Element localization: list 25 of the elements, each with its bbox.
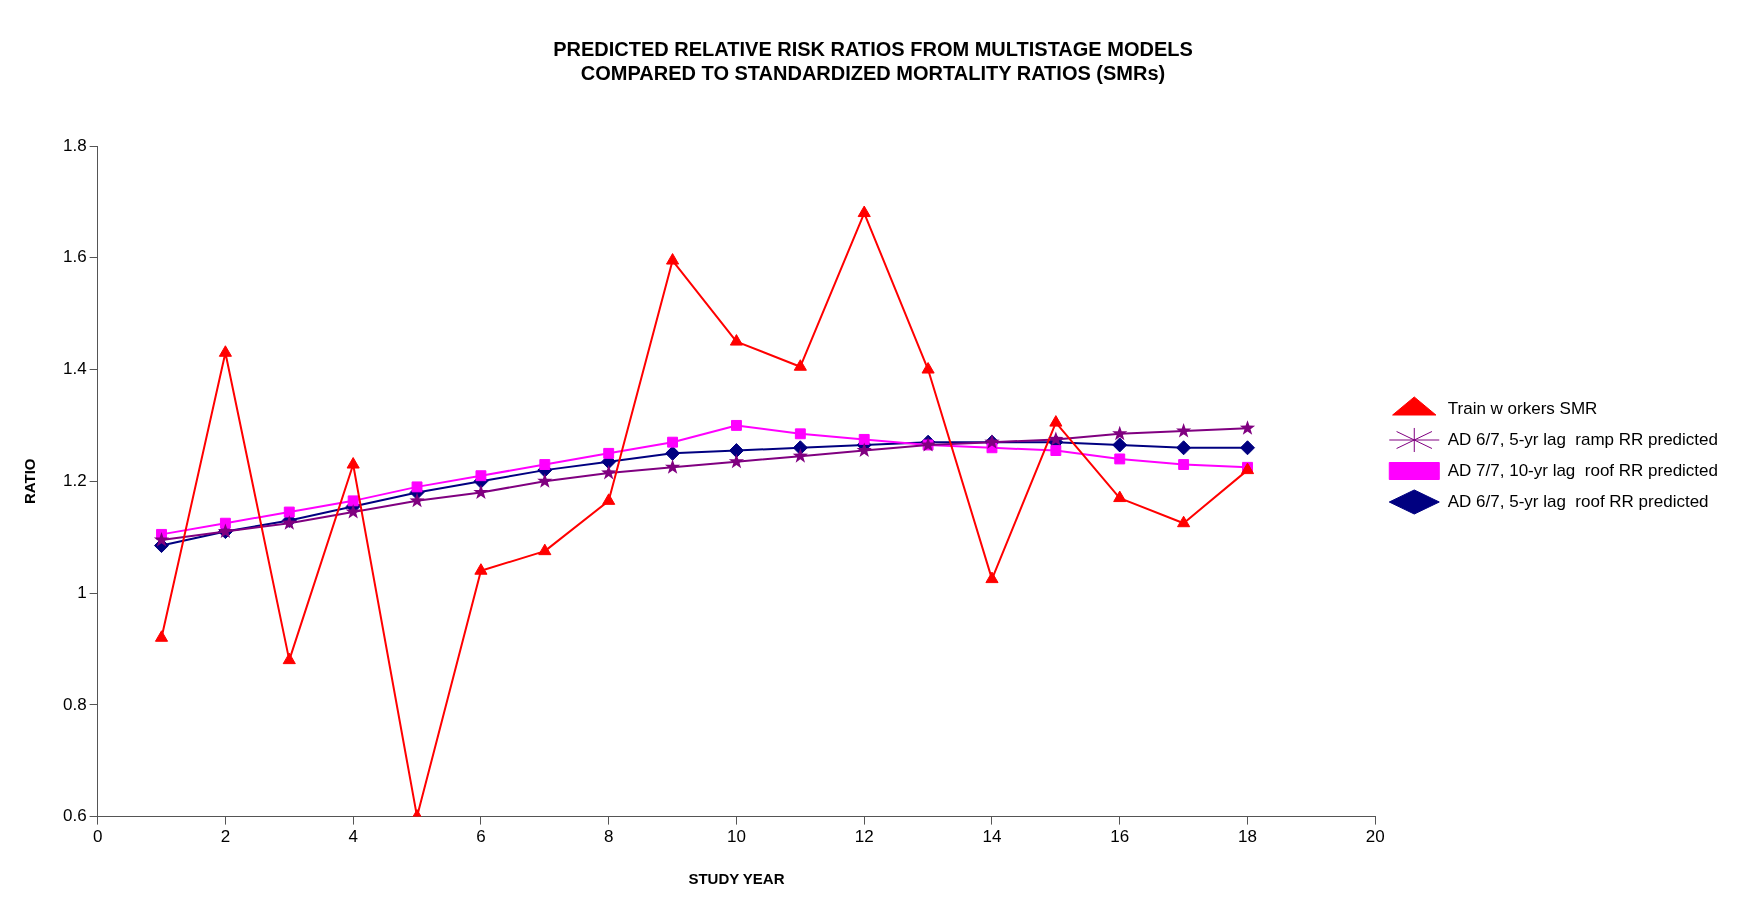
x-tick-label: 16 <box>1110 827 1130 847</box>
x-tick-label: 6 <box>476 827 486 847</box>
x-tick-label: 12 <box>854 827 874 847</box>
x-tick-label: 14 <box>982 827 1002 847</box>
y-tick-label: 0.6 <box>62 806 87 826</box>
legend-label: Train w orkers SMR <box>1447 398 1598 418</box>
y-tick-label: 0.8 <box>62 694 87 714</box>
y-tick-label: 1.6 <box>62 247 87 267</box>
chart-title: PREDICTED RELATIVE RISK RATIOS FROM MULTISTAGE MODELS COMPARED TO STANDARDIZED MORTALITY RATIOS (SMRs) <box>553 37 1193 84</box>
x-axis-title: STUDY YEAR <box>688 870 785 888</box>
legend-label: AD 6/7, 5-yr lag roof RR predicted <box>1447 491 1709 511</box>
x-tick-label: 18 <box>1238 827 1257 847</box>
x-tick-label: 2 <box>220 827 231 847</box>
x-tick-label: 4 <box>348 827 358 847</box>
y-tick-label: 1.8 <box>62 135 87 155</box>
x-tick-label: 0 <box>92 827 103 847</box>
x-tick-label: 8 <box>603 827 614 847</box>
y-axis-title: RATIO <box>21 458 39 505</box>
x-tick-label: 10 <box>726 827 746 847</box>
legend-label: AD 6/7, 5-yr lag ramp RR predicted <box>1447 429 1718 449</box>
legend-label: AD 7/7, 10-yr lag roof RR predicted <box>1447 460 1718 480</box>
x-tick-label: 20 <box>1365 827 1385 847</box>
y-tick-label: 1.4 <box>62 359 87 379</box>
y-tick-label: 1 <box>77 582 87 602</box>
y-tick-label: 1.2 <box>62 470 87 490</box>
